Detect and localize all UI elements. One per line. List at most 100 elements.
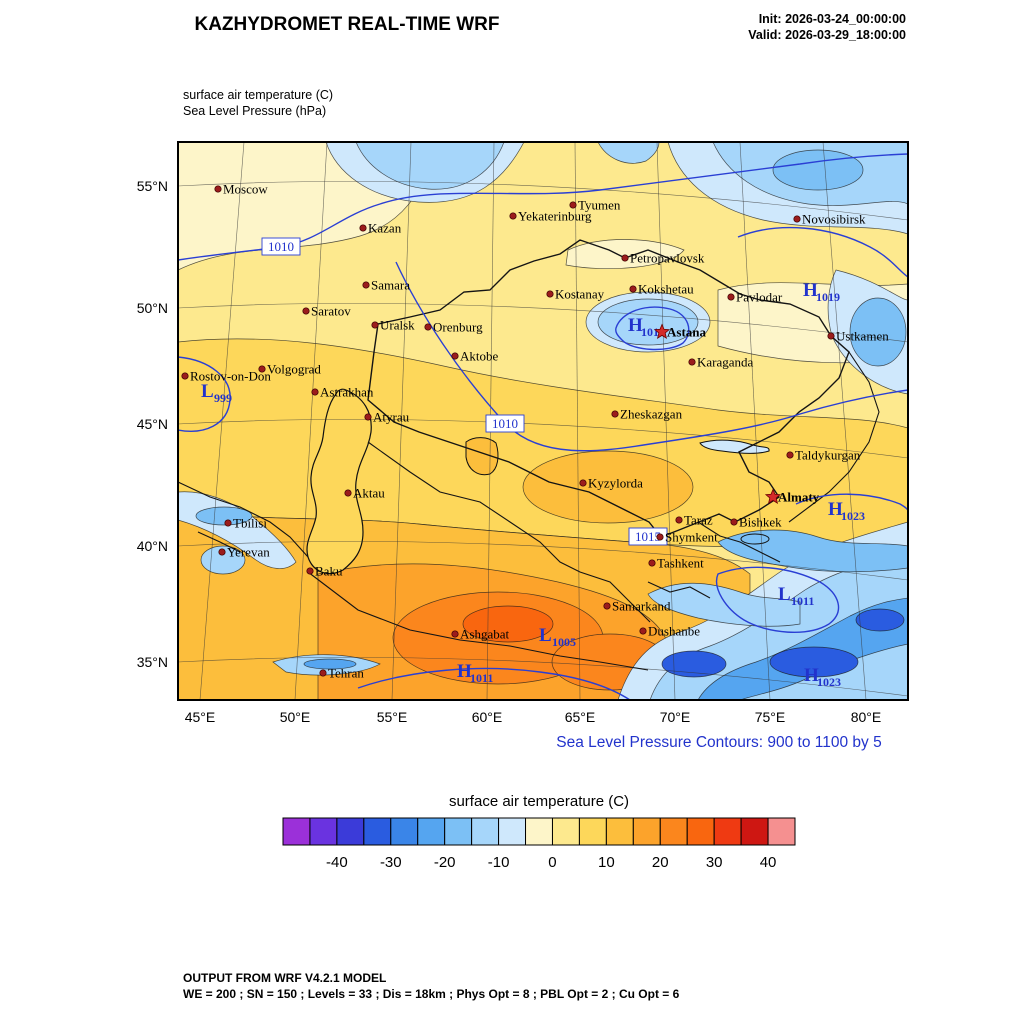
parallel-line <box>178 303 908 343</box>
city-marker <box>311 388 319 396</box>
colorbar-cell <box>336 817 365 846</box>
colorbar-tick-label: -40 <box>326 854 348 871</box>
colorbar-cell <box>686 817 715 846</box>
city-label: Orenburg <box>433 320 483 335</box>
colorbar-cell <box>713 817 742 846</box>
lake-issyk-kul <box>740 533 770 545</box>
lon-label: 45°E <box>185 709 216 725</box>
colorbar-cell <box>740 817 769 846</box>
city-marker <box>306 567 314 575</box>
parallel-line <box>178 181 908 221</box>
colorbar-cell <box>363 817 392 846</box>
lat-label: 55°N <box>137 178 168 194</box>
meridian-line <box>822 142 867 700</box>
city-marker <box>611 410 619 418</box>
city-marker <box>786 451 794 459</box>
temp-region-colder <box>195 506 253 526</box>
pressure-center-letter: H <box>804 665 819 686</box>
city-marker <box>359 224 367 232</box>
colorbar-tick-label: 30 <box>706 854 723 871</box>
lat-label: 45°N <box>137 416 168 432</box>
temp-region-mountain-cold <box>303 658 357 670</box>
lake-balkhash <box>699 439 770 454</box>
colorbar-cell <box>309 817 338 846</box>
colorbar-tick-label: 40 <box>760 854 777 871</box>
lon-label: 60°E <box>472 709 503 725</box>
colorbar-title: surface air temperature (C) <box>449 793 629 810</box>
colorbar: -40 -30 -20 -10 0 10 20 30 40 <box>282 817 796 871</box>
temp-region-coldest-core <box>769 646 859 678</box>
city-label: Tehran <box>328 666 364 681</box>
city-marker <box>364 413 372 421</box>
meridian-line <box>391 142 412 700</box>
city-label: Yerevan <box>227 545 270 560</box>
pressure-center-value: 1011 <box>470 671 493 685</box>
city-label: Petropavlovsk <box>630 251 705 266</box>
temp-region-colder <box>849 297 907 367</box>
lakes-layer <box>306 388 770 575</box>
city-label: Uralsk <box>380 318 415 333</box>
pressure-center-letter: H <box>803 280 818 301</box>
city-label: Kokshetau <box>638 282 694 297</box>
meridian-line <box>574 142 581 700</box>
city-label: Dushanbe <box>648 624 700 639</box>
pressure-center-letter: H <box>828 499 843 520</box>
city-label: Pavlodar <box>736 290 783 305</box>
city-marker <box>451 630 459 638</box>
lon-label: 50°E <box>280 709 311 725</box>
meridian-line <box>906 142 908 156</box>
city-marker <box>258 365 266 373</box>
temp-region-hottest <box>462 605 554 643</box>
city-marker <box>621 254 629 262</box>
pressure-contour <box>178 356 231 432</box>
city-marker <box>319 669 327 677</box>
city-marker <box>424 323 432 331</box>
city-label: Ashgabat <box>460 627 509 642</box>
pressure-center-letter: L <box>539 625 552 646</box>
city-label: Ustkamen <box>836 329 889 344</box>
city-marker <box>362 281 370 289</box>
city-label: Almaty <box>778 490 820 505</box>
pressure-contours-caption: Sea Level Pressure Contours: 900 to 1100… <box>556 734 881 751</box>
colorbar-cell <box>659 817 688 846</box>
city-label: Atyrau <box>373 410 410 425</box>
city-label: Saratov <box>311 304 351 319</box>
city-marker <box>648 559 656 567</box>
temp-region-colder <box>772 149 864 191</box>
pressure-contour <box>395 261 908 452</box>
pressure-center-value: 1019 <box>816 290 840 304</box>
pressure-center-letter: L <box>201 381 214 402</box>
city-label: Taraz <box>684 513 713 528</box>
temp-region-cold <box>200 545 246 575</box>
colorbar-tick-label: 20 <box>652 854 669 871</box>
field-label-temperature: surface air temperature (C) <box>183 88 333 102</box>
colorbar-cell <box>525 817 553 846</box>
city-label: Samarkand <box>612 599 671 614</box>
footer-model-line: OUTPUT FROM WRF V4.2.1 MODEL <box>183 971 386 985</box>
temp-region-cold <box>597 142 660 164</box>
city-label: Aktobe <box>460 349 499 364</box>
border-line <box>788 351 880 523</box>
colorbar-cell <box>390 817 419 846</box>
colorbar-cell <box>767 817 796 846</box>
init-time: Init: 2026-03-24_00:00:00 <box>759 12 906 26</box>
footer-config-line: WE = 200 ; SN = 150 ; Levels = 33 ; Dis … <box>183 987 680 1001</box>
temp-region-coldest-core <box>855 608 905 632</box>
colorbar-cell <box>282 817 311 846</box>
lon-label: 55°E <box>377 709 408 725</box>
pressure-center-value: 1023 <box>817 675 841 689</box>
colorbar-cell <box>605 817 634 846</box>
city-marker <box>688 358 696 366</box>
city-marker <box>656 533 664 541</box>
lon-label: 80°E <box>851 709 882 725</box>
city-marker <box>546 290 554 298</box>
city-marker <box>793 215 801 223</box>
lon-label: 75°E <box>755 709 786 725</box>
colorbar-tick-label: 0 <box>548 854 556 871</box>
pressure-center-letter: L <box>778 584 791 605</box>
colorbar-tick-label: -20 <box>434 854 456 871</box>
border-line <box>367 441 651 623</box>
colorbar-cell <box>417 817 446 846</box>
